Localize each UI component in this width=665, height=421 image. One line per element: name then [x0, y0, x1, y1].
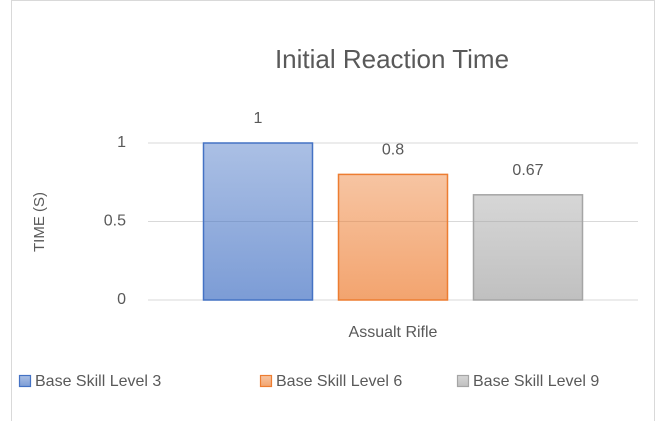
data-label: 0.67	[512, 162, 543, 179]
legend-label: Base Skill Level 9	[473, 373, 599, 390]
y-axis-label: TIME (S)	[31, 192, 48, 252]
y-tick-label: 1	[117, 134, 126, 151]
y-tick-label: 0	[117, 291, 126, 308]
data-label: 0.8	[382, 142, 404, 159]
legend-swatch	[456, 374, 470, 388]
bar	[337, 173, 449, 301]
bar	[202, 142, 314, 301]
data-label: 1	[254, 110, 263, 127]
x-tick-label: Assualt Rifle	[349, 324, 438, 341]
bar	[472, 194, 584, 301]
chart-title: Initial Reaction Time	[275, 44, 509, 74]
y-tick-label: 0.5	[104, 213, 126, 230]
legend-swatch	[259, 374, 273, 388]
legend-swatch	[18, 374, 32, 388]
legend-label: Base Skill Level 6	[276, 373, 402, 390]
legend-label: Base Skill Level 3	[35, 373, 161, 390]
